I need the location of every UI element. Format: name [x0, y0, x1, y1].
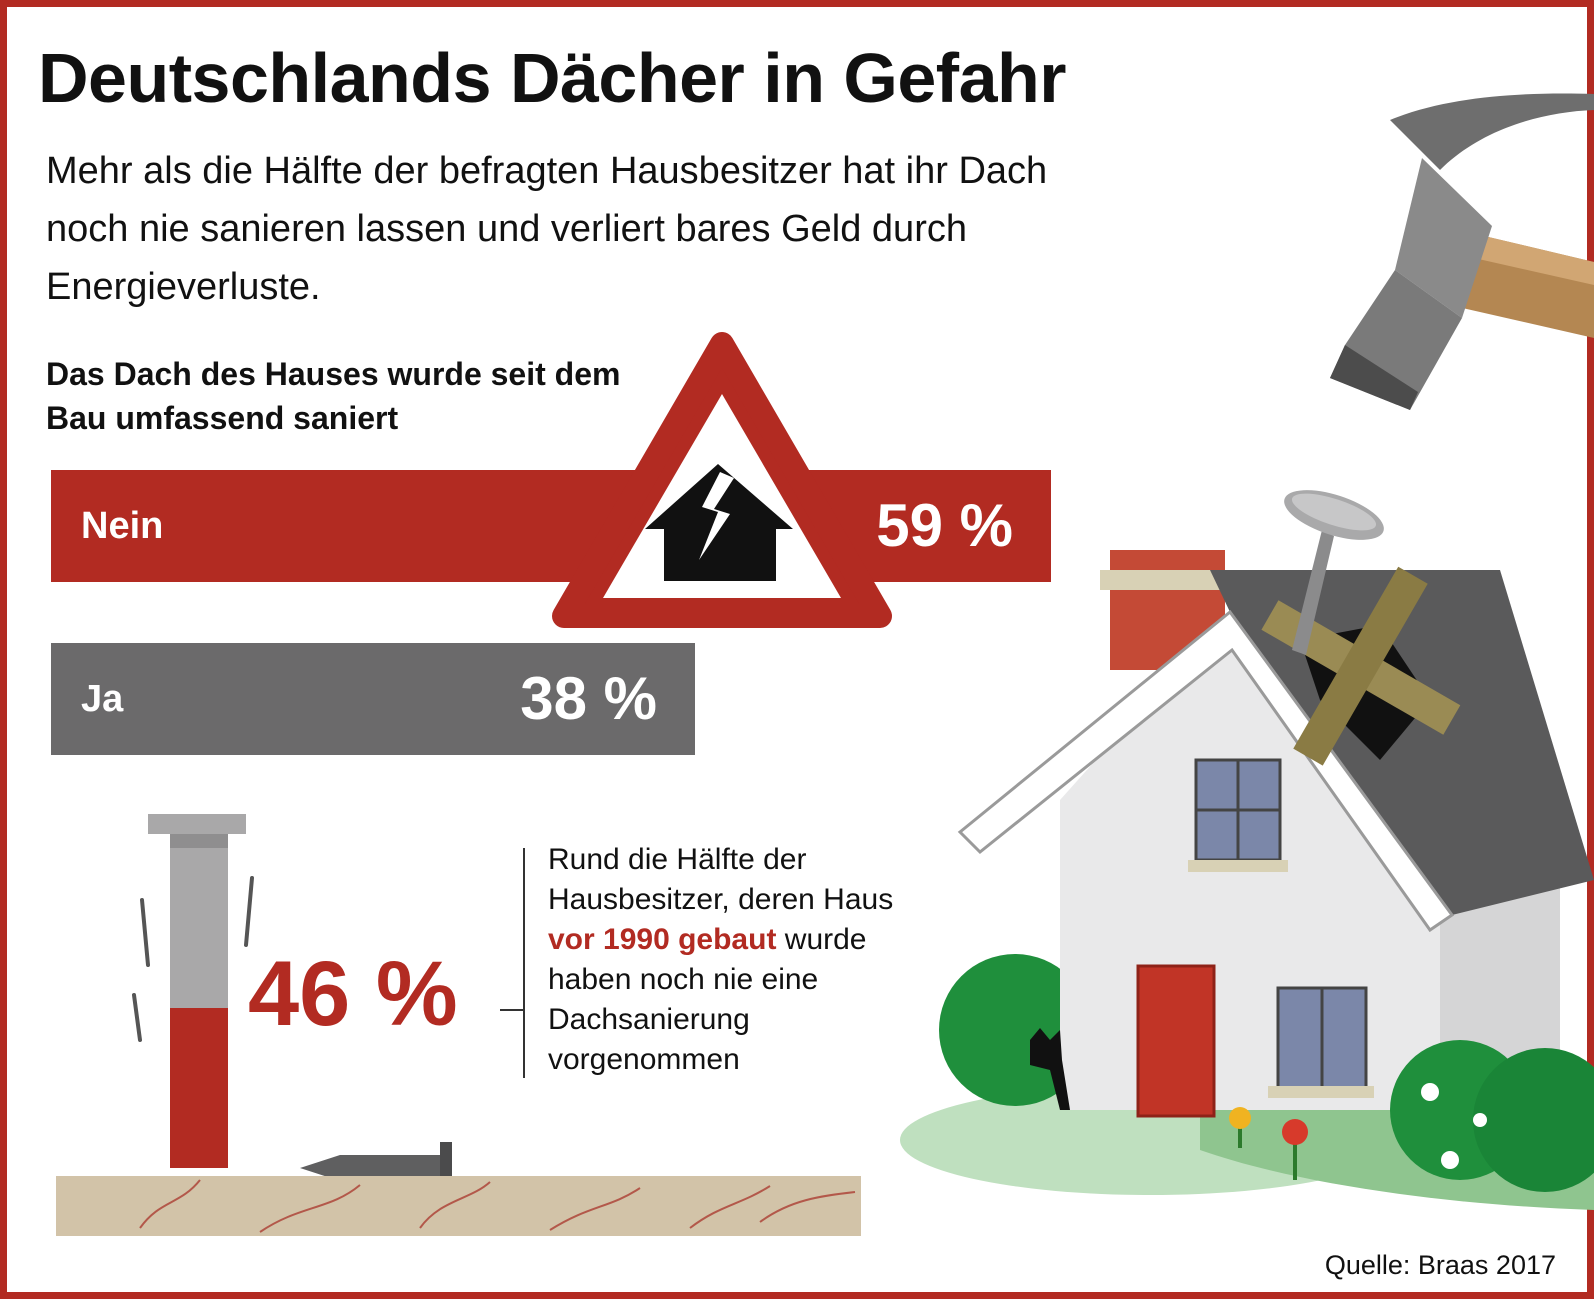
intro-text: Mehr als die Hälfte der befragten Hausbe…	[46, 150, 1048, 308]
flower-icon	[1421, 1083, 1487, 1169]
cat-icon	[1030, 1028, 1070, 1110]
bar-value-nein: 59 %	[876, 492, 1013, 559]
gauge-fill	[170, 1008, 228, 1168]
note-bracket	[500, 848, 525, 1078]
wood-board	[56, 1176, 861, 1236]
hammer-icon	[1330, 93, 1594, 410]
note-highlight: vor 1990 gebaut	[548, 923, 777, 956]
note-part1: Rund die Hälfte der Hausbesitzer, deren …	[548, 843, 894, 916]
bar-value-ja: 38 %	[520, 665, 657, 732]
source-label: Quelle: Braas 2017	[1324, 1250, 1556, 1280]
house-illustration	[900, 490, 1594, 1210]
bar-label-nein: Nein	[81, 505, 164, 547]
nail-icon	[1284, 490, 1384, 655]
broken-house-icon	[645, 464, 793, 581]
bar-label-ja: Ja	[81, 678, 124, 720]
warning-triangle-icon	[552, 332, 892, 628]
note-part2: wurde haben noch nie eine Dachsanierung …	[548, 923, 867, 1076]
garden-flowers	[1229, 1107, 1308, 1180]
note-text: Rund die Hälfte der Hausbesitzer, deren …	[548, 840, 948, 1080]
bar-ja: Ja 38 %	[51, 643, 695, 755]
chart-title: Das Dach des Hauses wurde seit dem Bau u…	[46, 356, 621, 436]
gauge-46	[132, 814, 254, 1168]
bar-nein: Nein 59 %	[51, 470, 1051, 582]
stat-46-value: 46 %	[248, 943, 458, 1045]
page-title: Deutschlands Dächer in Gefahr	[38, 39, 1067, 117]
